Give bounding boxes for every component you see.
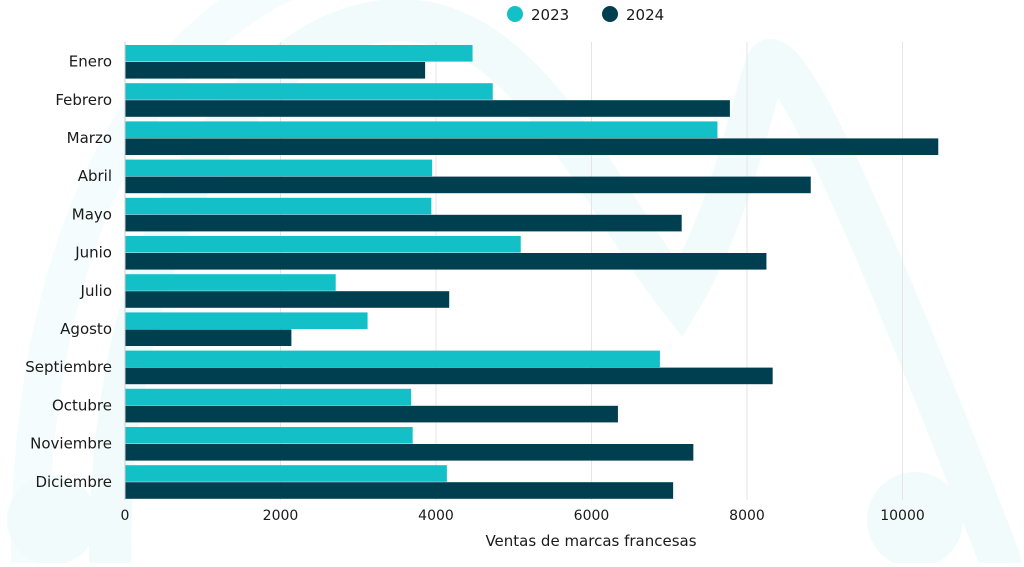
- y-category-label: Diciembre: [35, 473, 112, 491]
- y-category-label: Agosto: [60, 320, 112, 338]
- legend-label-2023: 2023: [531, 6, 569, 24]
- bar-2024-julio: [125, 291, 450, 308]
- y-category-label: Octubre: [52, 396, 112, 414]
- x-tick-label: 10000: [880, 508, 925, 524]
- legend-marker-2023: [507, 6, 523, 22]
- bar-2023-mayo: [125, 197, 432, 215]
- y-category-label: Febrero: [55, 91, 112, 109]
- bar-2024-mayo: [125, 214, 682, 232]
- x-tick-label: 8000: [729, 508, 765, 524]
- y-category-label: Septiembre: [25, 358, 112, 376]
- bar-2024-enero: [125, 62, 426, 79]
- bar-2023-febrero: [125, 83, 493, 100]
- x-tick-label: 0: [121, 508, 130, 524]
- y-category-label: Marzo: [67, 129, 112, 147]
- y-category-label: Julio: [80, 282, 112, 300]
- y-category-label: Abril: [78, 167, 112, 185]
- x-tick-label: 6000: [574, 508, 610, 524]
- bar-2023-abril: [125, 159, 433, 177]
- y-category-label: Junio: [74, 244, 112, 262]
- bars: [125, 45, 939, 499]
- bar-2024-agosto: [125, 329, 292, 346]
- bar-2024-abril: [125, 176, 811, 194]
- bar-2023-diciembre: [125, 465, 447, 482]
- x-tick-label: 4000: [418, 508, 454, 524]
- bar-2023-agosto: [125, 312, 368, 329]
- axes: 0 2000 4000 6000 8000 10000 Enero Febrero Marzo A…: [25, 42, 925, 524]
- bar-2024-septiembre: [125, 367, 773, 385]
- y-category-label: Enero: [69, 53, 112, 71]
- bar-2023-octubre: [125, 388, 412, 406]
- legend: 2023 2024: [507, 6, 664, 24]
- legend-label-2024: 2024: [626, 6, 664, 24]
- bar-2023-septiembre: [125, 350, 660, 368]
- bar-2024-octubre: [125, 405, 618, 423]
- bar-2023-junio: [125, 236, 521, 253]
- bar-2023-enero: [125, 45, 473, 62]
- y-category-label: Noviembre: [30, 435, 112, 453]
- x-axis-title: Ventas de marcas francesas: [485, 532, 696, 550]
- bar-2023-noviembre: [125, 427, 413, 444]
- bar-2024-febrero: [125, 100, 730, 117]
- bar-2024-diciembre: [125, 482, 674, 499]
- bar-2023-marzo: [125, 121, 718, 138]
- legend-marker-2024: [602, 6, 618, 22]
- bar-2023-julio: [125, 274, 336, 291]
- bar-2024-junio: [125, 253, 767, 270]
- grid: [280, 42, 903, 500]
- bar-2024-marzo: [125, 138, 939, 155]
- bar-2024-noviembre: [125, 444, 694, 461]
- x-tick-label: 2000: [263, 508, 299, 524]
- y-category-label: Mayo: [72, 205, 112, 223]
